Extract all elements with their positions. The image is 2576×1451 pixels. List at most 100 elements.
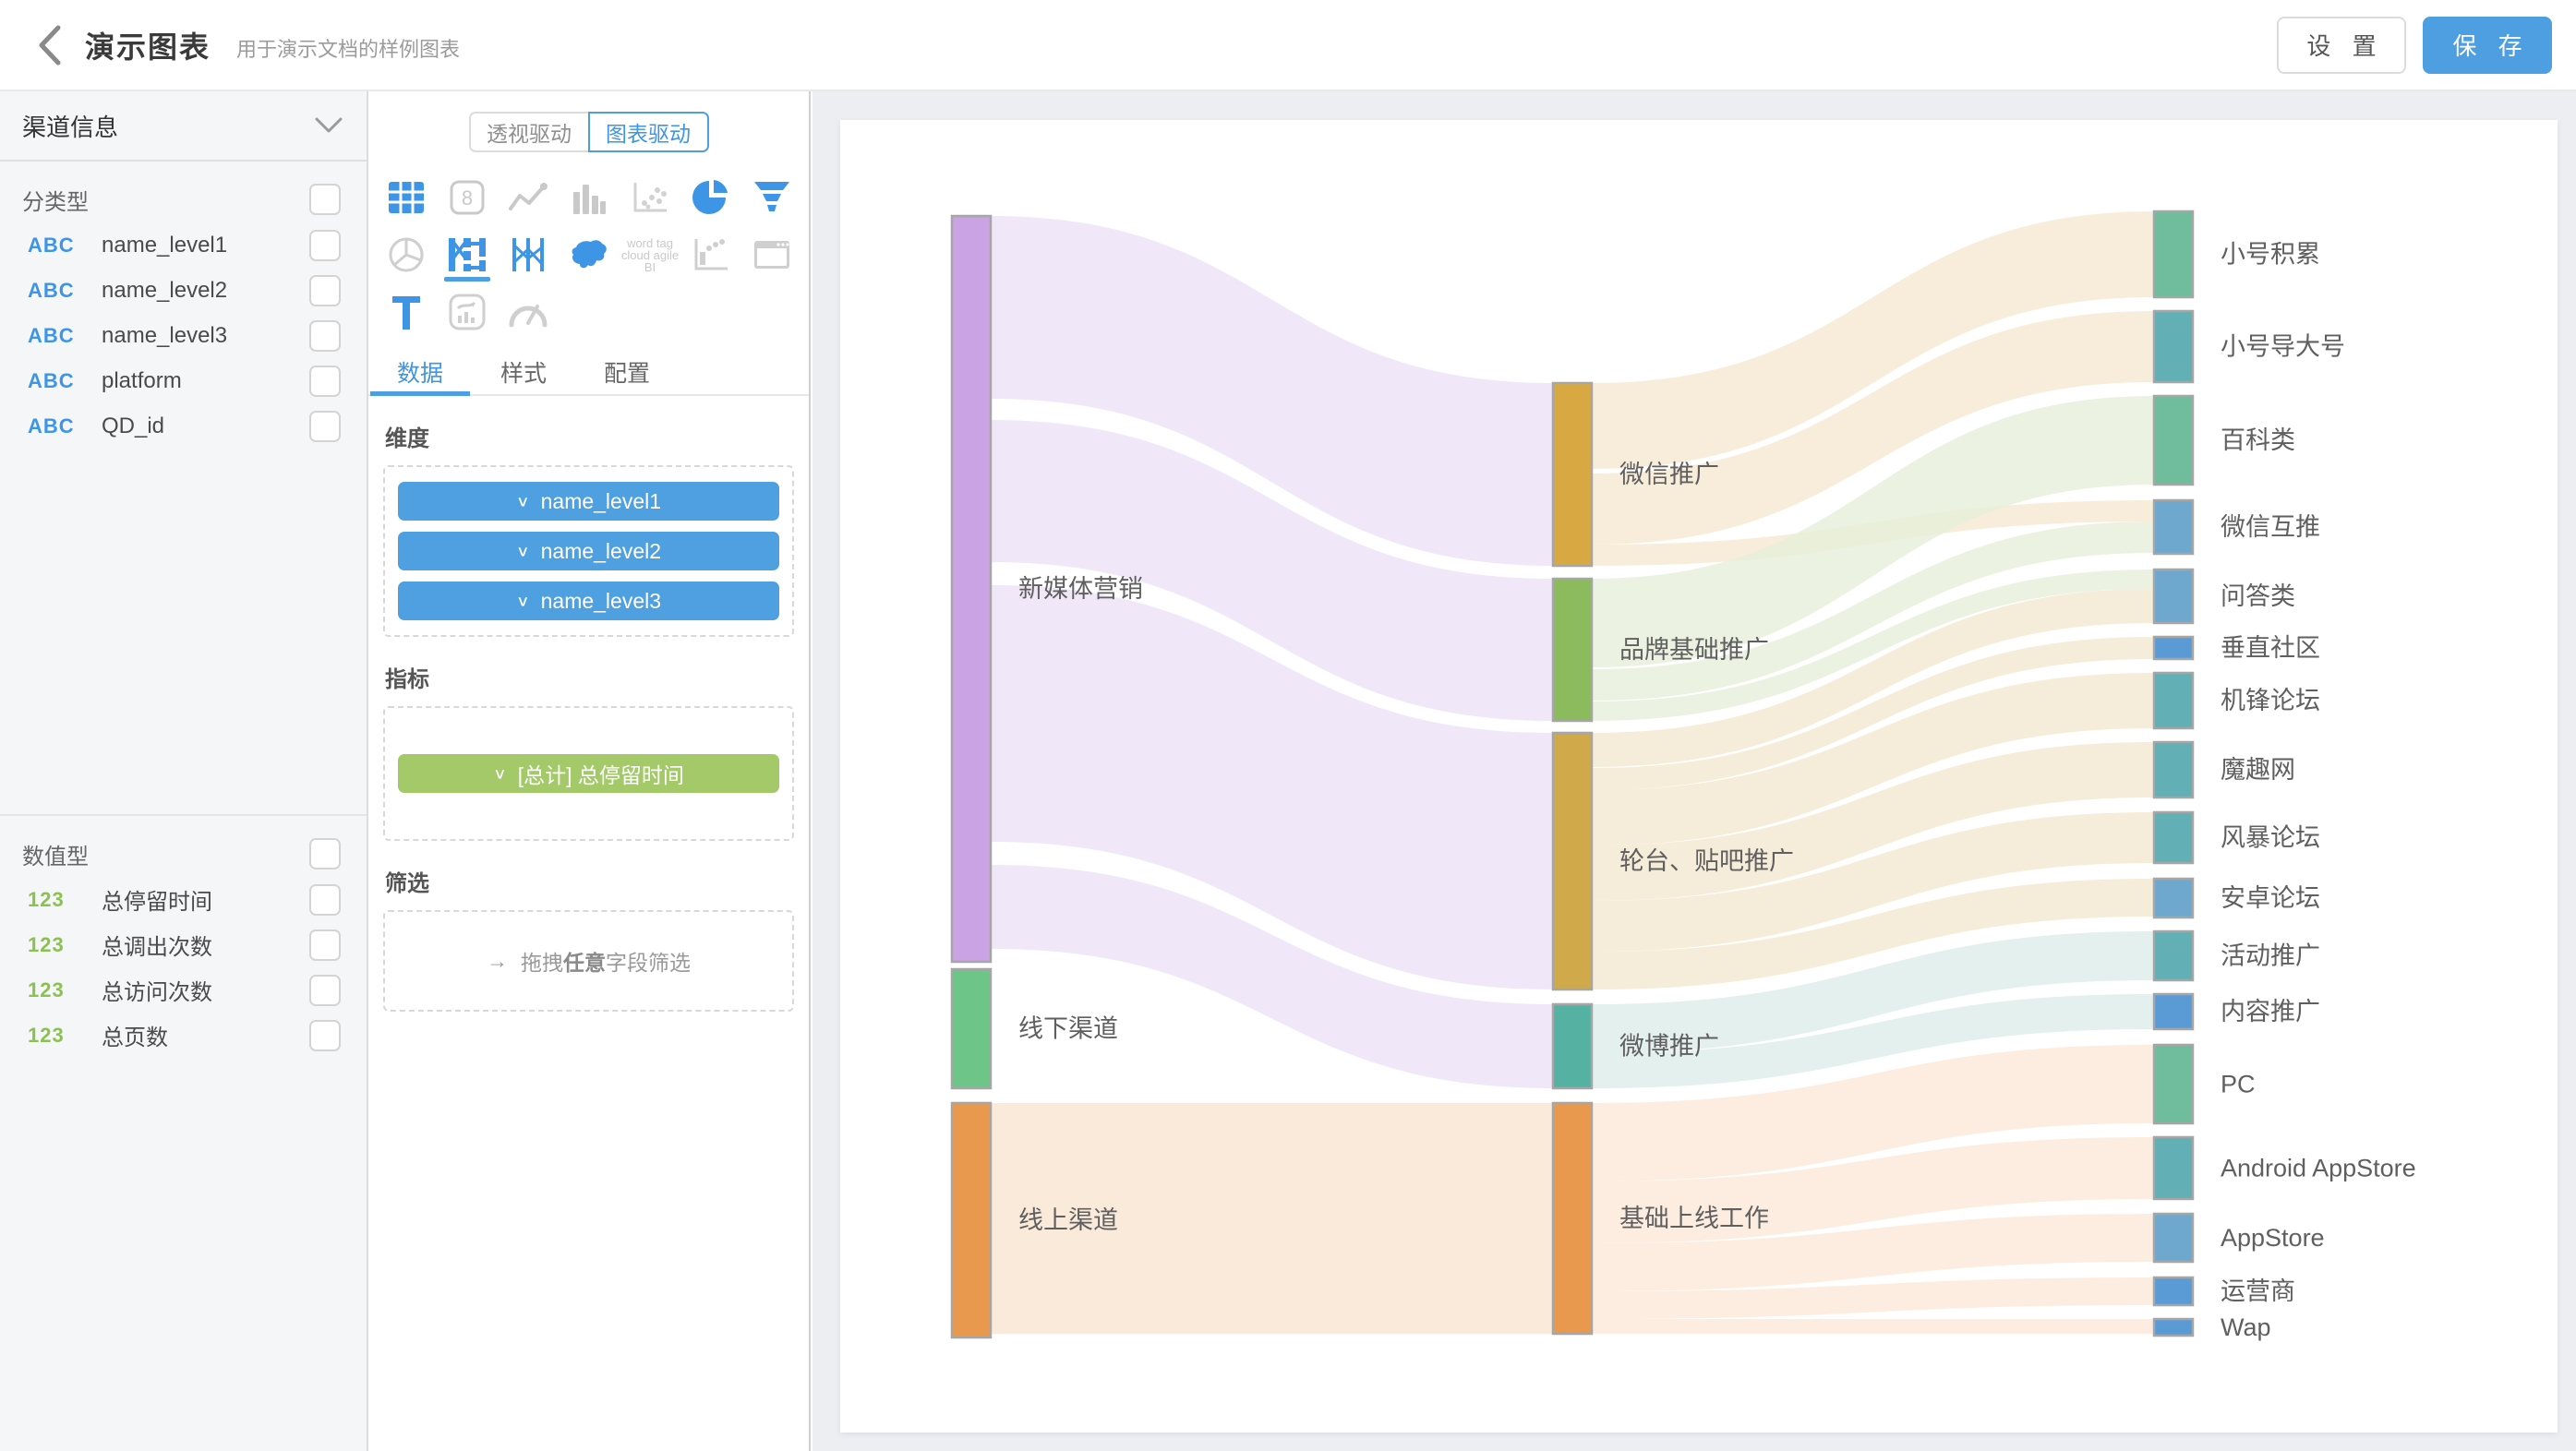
pie-chart-icon[interactable]	[680, 169, 741, 226]
dimension-chip[interactable]: ∨ name_level2	[398, 532, 779, 570]
web-widget-icon[interactable]	[741, 226, 802, 283]
gauge-chart-icon[interactable]	[498, 283, 559, 341]
field-row[interactable]: 123 总页数	[0, 1013, 367, 1058]
sankey-link[interactable]	[991, 420, 1553, 721]
sankey-node[interactable]	[1551, 577, 1594, 723]
field-checkbox[interactable]	[309, 929, 341, 961]
sankey-node[interactable]	[2152, 1212, 2195, 1264]
sankey-node[interactable]	[2152, 1043, 2195, 1125]
funnel-chart-icon[interactable]	[741, 169, 802, 226]
sankey-link[interactable]	[1592, 211, 2154, 469]
group-checkbox[interactable]	[309, 838, 341, 869]
field-checkbox[interactable]	[309, 974, 341, 1006]
sankey-node[interactable]	[2152, 740, 2195, 799]
sankey-node[interactable]	[2152, 635, 2195, 661]
rose-chart-icon[interactable]	[376, 226, 437, 283]
waterfall-chart-icon[interactable]	[680, 226, 741, 283]
sankey-link[interactable]	[991, 585, 1553, 989]
sankey-link[interactable]	[1592, 673, 2154, 845]
field-checkbox[interactable]	[309, 883, 341, 916]
dimension-chip[interactable]: ∨ name_level1	[398, 482, 779, 521]
sankey-chart-icon[interactable]	[437, 226, 498, 283]
filter-dropzone[interactable]: → 拖拽任意字段筛选	[383, 910, 794, 1012]
sankey-node[interactable]	[1551, 1002, 1594, 1090]
sankey-node[interactable]	[2152, 992, 2195, 1031]
field-row[interactable]: 123 总访问次数	[0, 967, 367, 1013]
tab-data[interactable]: 数据	[368, 350, 472, 396]
sankey-node[interactable]	[950, 967, 993, 1090]
metrics-dropzone[interactable]: ∨ [总计] 总停留时间	[383, 706, 794, 841]
toggle-pivot-mode[interactable]: 透视驱动	[468, 112, 588, 152]
sankey-link[interactable]	[1592, 1045, 2154, 1181]
sankey-node[interactable]	[2152, 1317, 2195, 1337]
dimension-chip[interactable]: ∨ name_level3	[398, 582, 779, 620]
field-row[interactable]: 123 总调出次数	[0, 922, 367, 967]
sankey-node[interactable]	[2152, 394, 2195, 486]
sankey-node[interactable]	[2152, 309, 2195, 384]
sankey-node[interactable]	[950, 1101, 993, 1339]
sankey-node[interactable]	[1551, 1101, 1594, 1336]
sankey-node[interactable]	[1551, 381, 1594, 568]
sankey-link[interactable]	[1592, 311, 2154, 545]
number-card-icon[interactable]: 8	[437, 169, 498, 226]
field-row[interactable]: ABC name_level2	[0, 268, 367, 313]
sankey-link[interactable]	[1592, 1137, 2154, 1243]
text-icon[interactable]	[376, 283, 437, 341]
sankey-link[interactable]	[1592, 742, 2154, 901]
sankey-link[interactable]	[991, 216, 1553, 566]
field-row[interactable]: ABC QD_id	[0, 403, 367, 449]
sankey-node[interactable]	[2152, 671, 2195, 730]
sankey-link[interactable]	[991, 865, 1553, 1088]
field-checkbox[interactable]	[309, 319, 341, 352]
sankey-node[interactable]	[950, 214, 993, 964]
sankey-link[interactable]	[1592, 637, 2154, 790]
field-row[interactable]: ABC name_level1	[0, 222, 367, 268]
sankey-link[interactable]	[1592, 879, 2154, 989]
sankey-link[interactable]	[1592, 1319, 2154, 1334]
field-row[interactable]: 123 总停留时间	[0, 877, 367, 922]
sankey-node[interactable]	[1551, 731, 1594, 991]
dataset-selector[interactable]: 渠道信息	[0, 91, 367, 162]
field-row[interactable]: ABC name_level3	[0, 313, 367, 358]
sankey-link[interactable]	[1592, 931, 2154, 1053]
sankey-link[interactable]	[991, 1103, 1553, 1334]
sankey-node[interactable]	[2152, 568, 2195, 625]
sankey-link[interactable]	[1592, 522, 2154, 701]
indicator-card-icon[interactable]	[437, 283, 498, 341]
table-icon[interactable]	[376, 169, 437, 226]
sankey-node[interactable]	[2152, 498, 2195, 556]
metric-chip[interactable]: ∨ [总计] 总停留时间	[398, 754, 779, 793]
settings-button[interactable]: 设 置	[2277, 16, 2406, 74]
dimensions-dropzone[interactable]: ∨ name_level1 ∨ name_level2 ∨ name_level…	[383, 465, 794, 637]
sankey-node[interactable]	[2152, 877, 2195, 919]
save-button[interactable]: 保 存	[2423, 16, 2552, 74]
field-checkbox[interactable]	[309, 365, 341, 397]
parallel-chart-icon[interactable]	[498, 226, 559, 283]
sankey-link[interactable]	[1592, 570, 2154, 721]
sankey-link[interactable]	[1592, 994, 2154, 1088]
tab-style[interactable]: 样式	[500, 361, 547, 387]
sankey-link[interactable]	[1592, 812, 2154, 952]
china-map-icon[interactable]	[559, 226, 620, 283]
sankey-link[interactable]	[1592, 396, 2154, 667]
toggle-chart-mode[interactable]: 图表驱动	[587, 112, 709, 152]
line-chart-icon[interactable]	[498, 169, 559, 226]
sankey-node[interactable]	[2152, 929, 2195, 982]
field-checkbox[interactable]	[309, 274, 341, 306]
sankey-link[interactable]	[1592, 1214, 2154, 1291]
sankey-node[interactable]	[2152, 1276, 2195, 1307]
word-cloud-icon[interactable]: word tag cloud agile BI	[620, 226, 680, 283]
group-checkbox[interactable]	[309, 184, 341, 215]
sankey-node[interactable]	[2152, 810, 2195, 865]
field-checkbox[interactable]	[309, 1019, 341, 1051]
sankey-link[interactable]	[1592, 1277, 2154, 1319]
field-checkbox[interactable]	[309, 229, 341, 261]
back-button[interactable]	[22, 18, 78, 73]
tab-config[interactable]: 配置	[603, 361, 650, 387]
field-row[interactable]: ABC platform	[0, 358, 367, 403]
sankey-node[interactable]	[2152, 1135, 2195, 1201]
bar-chart-icon[interactable]	[559, 169, 620, 226]
field-checkbox[interactable]	[309, 410, 341, 442]
scatter-chart-icon[interactable]	[620, 169, 680, 226]
sankey-link[interactable]	[1592, 589, 2154, 767]
